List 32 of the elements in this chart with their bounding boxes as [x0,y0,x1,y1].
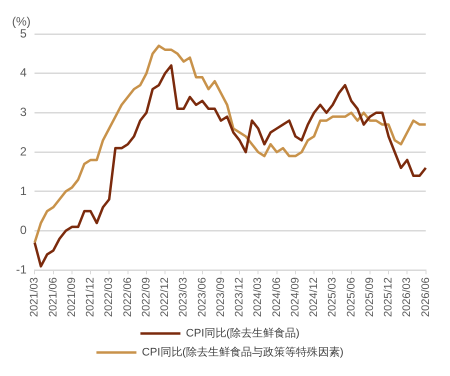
x-tick-label: 2026/06 [420,277,432,318]
x-tick-label: 2022/09 [140,277,152,318]
y-tick-label: 0 [20,223,27,238]
y-tick-label: 1 [20,184,27,198]
y-axis-title: (%) [12,14,31,28]
x-tick-label: 2025/12 [382,277,395,318]
y-tick-label: -1 [16,262,27,277]
y-tick-label: 3 [20,105,27,120]
x-tick-label: 2022/06 [122,277,134,318]
legend-label: CPI同比(除去生鲜食品) [186,326,300,340]
legend-label: CPI同比(除去生鲜食品与政策等特殊因素) [142,346,344,359]
x-tick-label: 2024/06 [270,277,283,318]
x-tick-label: 2026/03 [401,277,414,318]
y-tick-label: 2 [20,144,27,158]
x-tick-label: 2025/06 [345,277,358,318]
x-tick-label: 2023/09 [214,277,227,318]
x-tick-label: 2023/03 [178,277,190,318]
x-tick-label: 2022/03 [103,277,116,318]
x-tick-label: 2024/12 [308,277,320,318]
x-tick-label: 2021/06 [47,277,60,318]
x-tick-label: 2021/09 [66,277,78,318]
x-tick-label: 2023/06 [196,277,208,318]
x-tick-label: 2021/03 [28,277,41,318]
x-tick-label: 2021/12 [84,277,97,318]
x-tick-label: 2025/09 [364,277,376,318]
y-tick-label: 4 [20,66,27,80]
y-tick-label: 5 [20,26,27,40]
x-tick-label: 2025/03 [326,277,339,318]
x-tick-label: 2024/03 [252,277,264,318]
x-tick-label: 2022/12 [159,277,172,318]
x-tick-label: 2023/12 [234,277,246,318]
x-tick-label: 2024/09 [289,277,302,318]
